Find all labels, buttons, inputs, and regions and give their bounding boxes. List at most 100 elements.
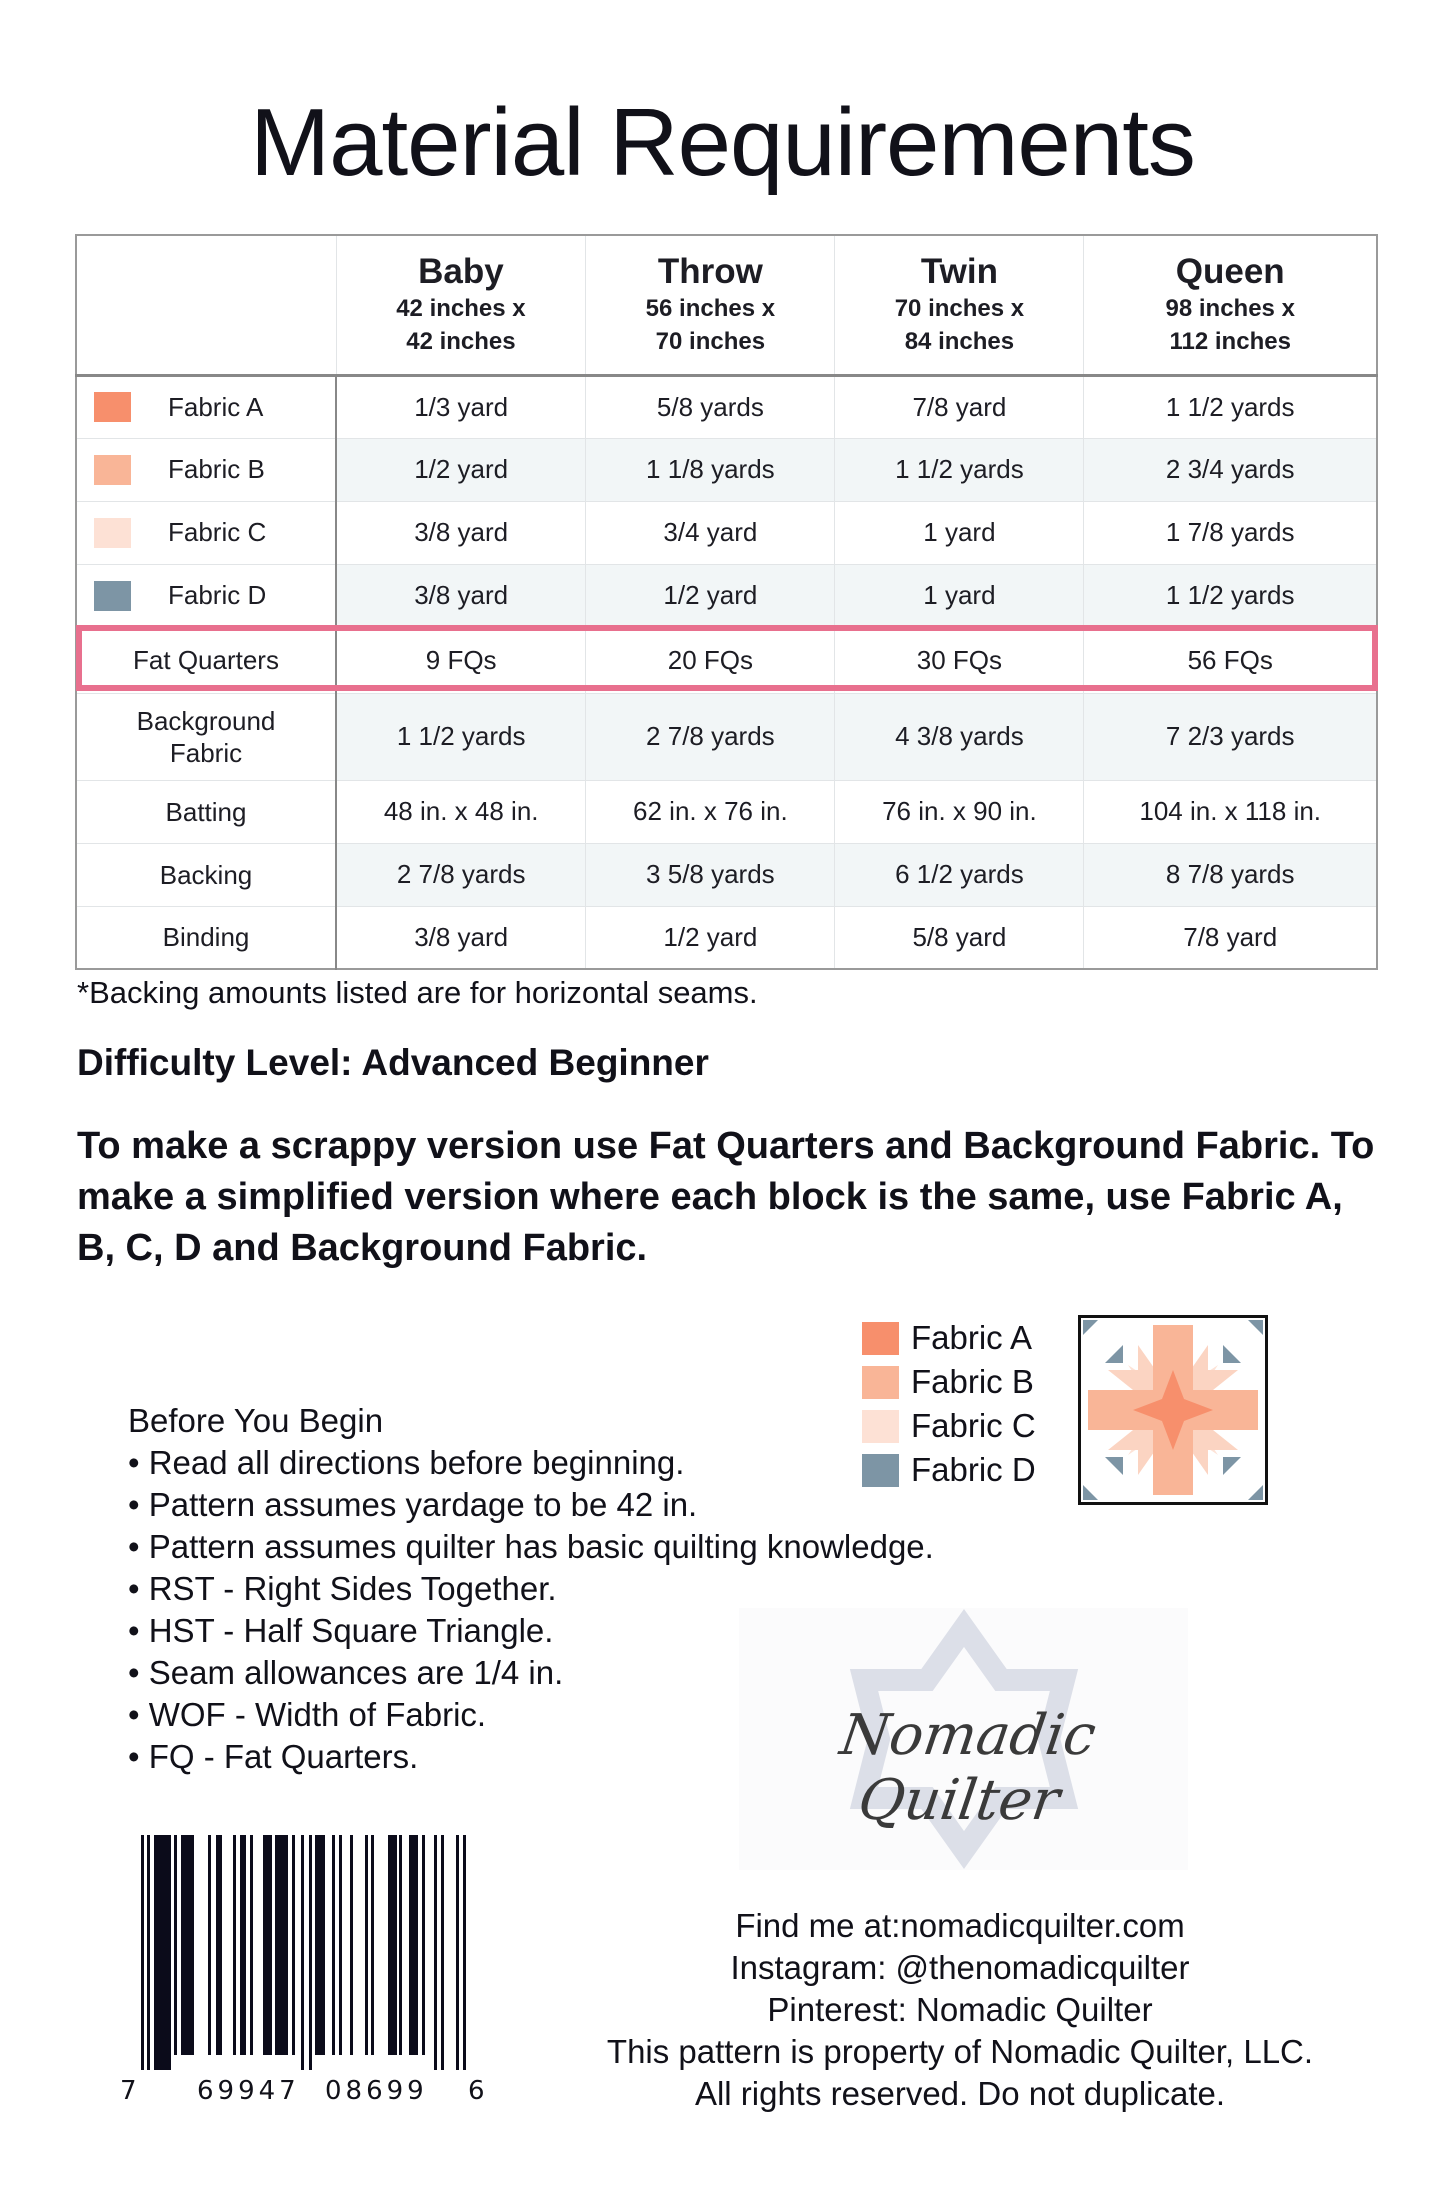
cell: 1/2 yard — [335, 437, 586, 501]
barcode-digit: 6 — [468, 2076, 485, 2106]
table-row: Background Fabric 1 1/2 yards 2 7/8 yards 4… — [75, 692, 1377, 780]
barcode-bar — [181, 1835, 194, 2055]
copyright: This pattern is property of Nomadic Quil… — [606, 2033, 1314, 2070]
col-size: Twin — [920, 251, 998, 291]
barcode-bar — [434, 1835, 437, 2070]
barcode-bar — [339, 1835, 342, 2055]
row-label: Fabric D — [75, 563, 337, 627]
swatch — [94, 580, 131, 611]
cell: 1/2 yard — [585, 905, 835, 969]
difficulty-level: Difficulty Level: Advanced Beginner — [77, 1042, 709, 1083]
cell: 1 7/8 yards — [1083, 500, 1377, 564]
barcode-digits: 69947 — [197, 2076, 300, 2106]
row-label-text: Fabric A — [168, 391, 264, 422]
row-label: Backing — [75, 842, 337, 906]
legend-label: Fabric C — [911, 1407, 1036, 1444]
table-row: Batting 48 in. x 48 in. 62 in. x 76 in. 76 … — [75, 779, 1377, 843]
row-label: Fat Quarters — [75, 626, 337, 693]
cell: 1/2 yard — [585, 563, 835, 627]
barcode — [141, 1835, 466, 2070]
row-label: Fabric A — [75, 374, 337, 438]
row-label-text: Fabric B — [168, 454, 265, 484]
quilt-block-diagram — [1078, 1315, 1268, 1505]
cell: 2 7/8 yards — [585, 692, 835, 780]
col-dim: 84 inches — [904, 327, 1015, 355]
barcode-bar — [141, 1835, 144, 2070]
barcode-bar — [154, 1835, 164, 2070]
cell: 30 FQs — [834, 626, 1084, 693]
swatch — [862, 1365, 899, 1399]
cell: 4 3/8 yards — [834, 692, 1084, 780]
col-baby: Baby 42 inches x 42 inches — [335, 234, 586, 377]
cell: 7 2/3 yards — [1083, 692, 1377, 780]
before-item: • Pattern assumes yardage to be 42 in. — [128, 1486, 698, 1523]
barcode-bar — [240, 1835, 246, 2055]
swatch — [94, 517, 131, 548]
swatch — [94, 454, 131, 485]
cell: 5/8 yard — [834, 905, 1084, 969]
row-label-text: Binding — [162, 922, 250, 953]
star-logo-icon — [849, 1609, 1079, 1869]
cell: 2 3/4 yards — [1083, 437, 1377, 501]
cell: 56 FQs — [1083, 626, 1377, 693]
barcode-bar — [350, 1835, 353, 2055]
before-item: • WOF - Width of Fabric. — [128, 1696, 487, 1733]
barcode-bar — [275, 1835, 288, 2055]
col-dim: 56 inches x — [645, 294, 776, 322]
col-dim: 42 inches — [406, 327, 516, 355]
before-item: • Pattern assumes quilter has basic quil… — [128, 1528, 934, 1565]
row-label: Fabric C — [75, 500, 337, 564]
cell: 62 in. x 76 in. — [585, 779, 835, 843]
table-row: Fabric A 1/3 yard 5/8 yards 7/8 yard 1 1/2 y… — [75, 374, 1377, 438]
col-dim: 70 inches x — [894, 294, 1025, 322]
barcode-bar — [409, 1835, 418, 2055]
cell: 1 1/2 yards — [834, 437, 1084, 501]
row-label: Batting — [75, 779, 337, 843]
barcode-bar — [365, 1835, 368, 2055]
legend-item: Fabric D — [862, 1448, 1036, 1492]
cell: 7/8 yard — [1083, 905, 1377, 969]
row-label-text: Batting — [165, 796, 247, 827]
logo-text: Nomadic Quilter — [836, 1703, 1100, 1833]
barcode-bar — [388, 1835, 397, 2055]
barcode-bar — [399, 1835, 402, 2055]
fabric-legend: Fabric A Fabric B Fabric C Fabric D — [862, 1316, 1036, 1492]
barcode-bar — [263, 1835, 272, 2055]
cell: 1 1/8 yards — [585, 437, 835, 501]
barcode-bar — [332, 1835, 335, 2055]
cell: 1 yard — [834, 500, 1084, 564]
col-throw: Throw 56 inches x 70 inches — [585, 234, 835, 377]
barcode-digits: 08699 — [325, 2076, 428, 2106]
cell: 3/8 yard — [335, 500, 586, 564]
row-label-text: Background Fabric — [136, 705, 276, 768]
legend-label: Fabric B — [911, 1363, 1034, 1400]
requirements-table: Baby 42 inches x 42 inches Throw 56 inches … — [75, 234, 1378, 970]
barcode-bar — [309, 1835, 312, 2070]
barcode-bar — [315, 1835, 325, 2055]
header-row: Baby 42 inches x 42 inches Throw 56 inches … — [75, 234, 1377, 377]
table-row: Fat Quarters 9 FQs 20 FQs 30 FQs 56 FQs — [75, 626, 1377, 693]
row-label: Fabric B — [75, 437, 337, 501]
barcode-bar — [233, 1835, 236, 2055]
cell: 76 in. x 90 in. — [834, 779, 1084, 843]
instagram: Instagram: @thenomadicquilter — [730, 1949, 1190, 1986]
col-size: Throw — [657, 251, 763, 291]
cell: 3 5/8 yards — [585, 842, 835, 906]
table-row: Binding 3/8 yard 1/2 yard 5/8 yard 7/8 yard — [75, 905, 1377, 969]
swatch — [862, 1409, 899, 1443]
cell: 1/3 yard — [335, 374, 586, 438]
barcode-bar — [456, 1835, 459, 2070]
col-queen: Queen 98 inches x 112 inches — [1083, 234, 1377, 377]
col-dim: 98 inches x — [1165, 294, 1295, 322]
instructions: To make a scrappy version use Fat Quarte… — [77, 1125, 1375, 1269]
website: Find me at:nomadicquilter.com — [735, 1907, 1185, 1944]
footnote: *Backing amounts listed are for horizont… — [77, 975, 758, 1010]
col-size: Baby — [418, 251, 504, 291]
cell: 104 in. x 118 in. — [1083, 779, 1377, 843]
pinterest: Pinterest: Nomadic Quilter — [767, 1991, 1153, 2028]
barcode-bar — [164, 1835, 171, 2070]
swatch — [862, 1453, 899, 1487]
barcode-bar — [216, 1835, 222, 2055]
legend-label: Fabric D — [911, 1451, 1036, 1488]
contact-info: Find me at:nomadicquilter.com Instagram:… — [560, 1905, 1360, 2115]
